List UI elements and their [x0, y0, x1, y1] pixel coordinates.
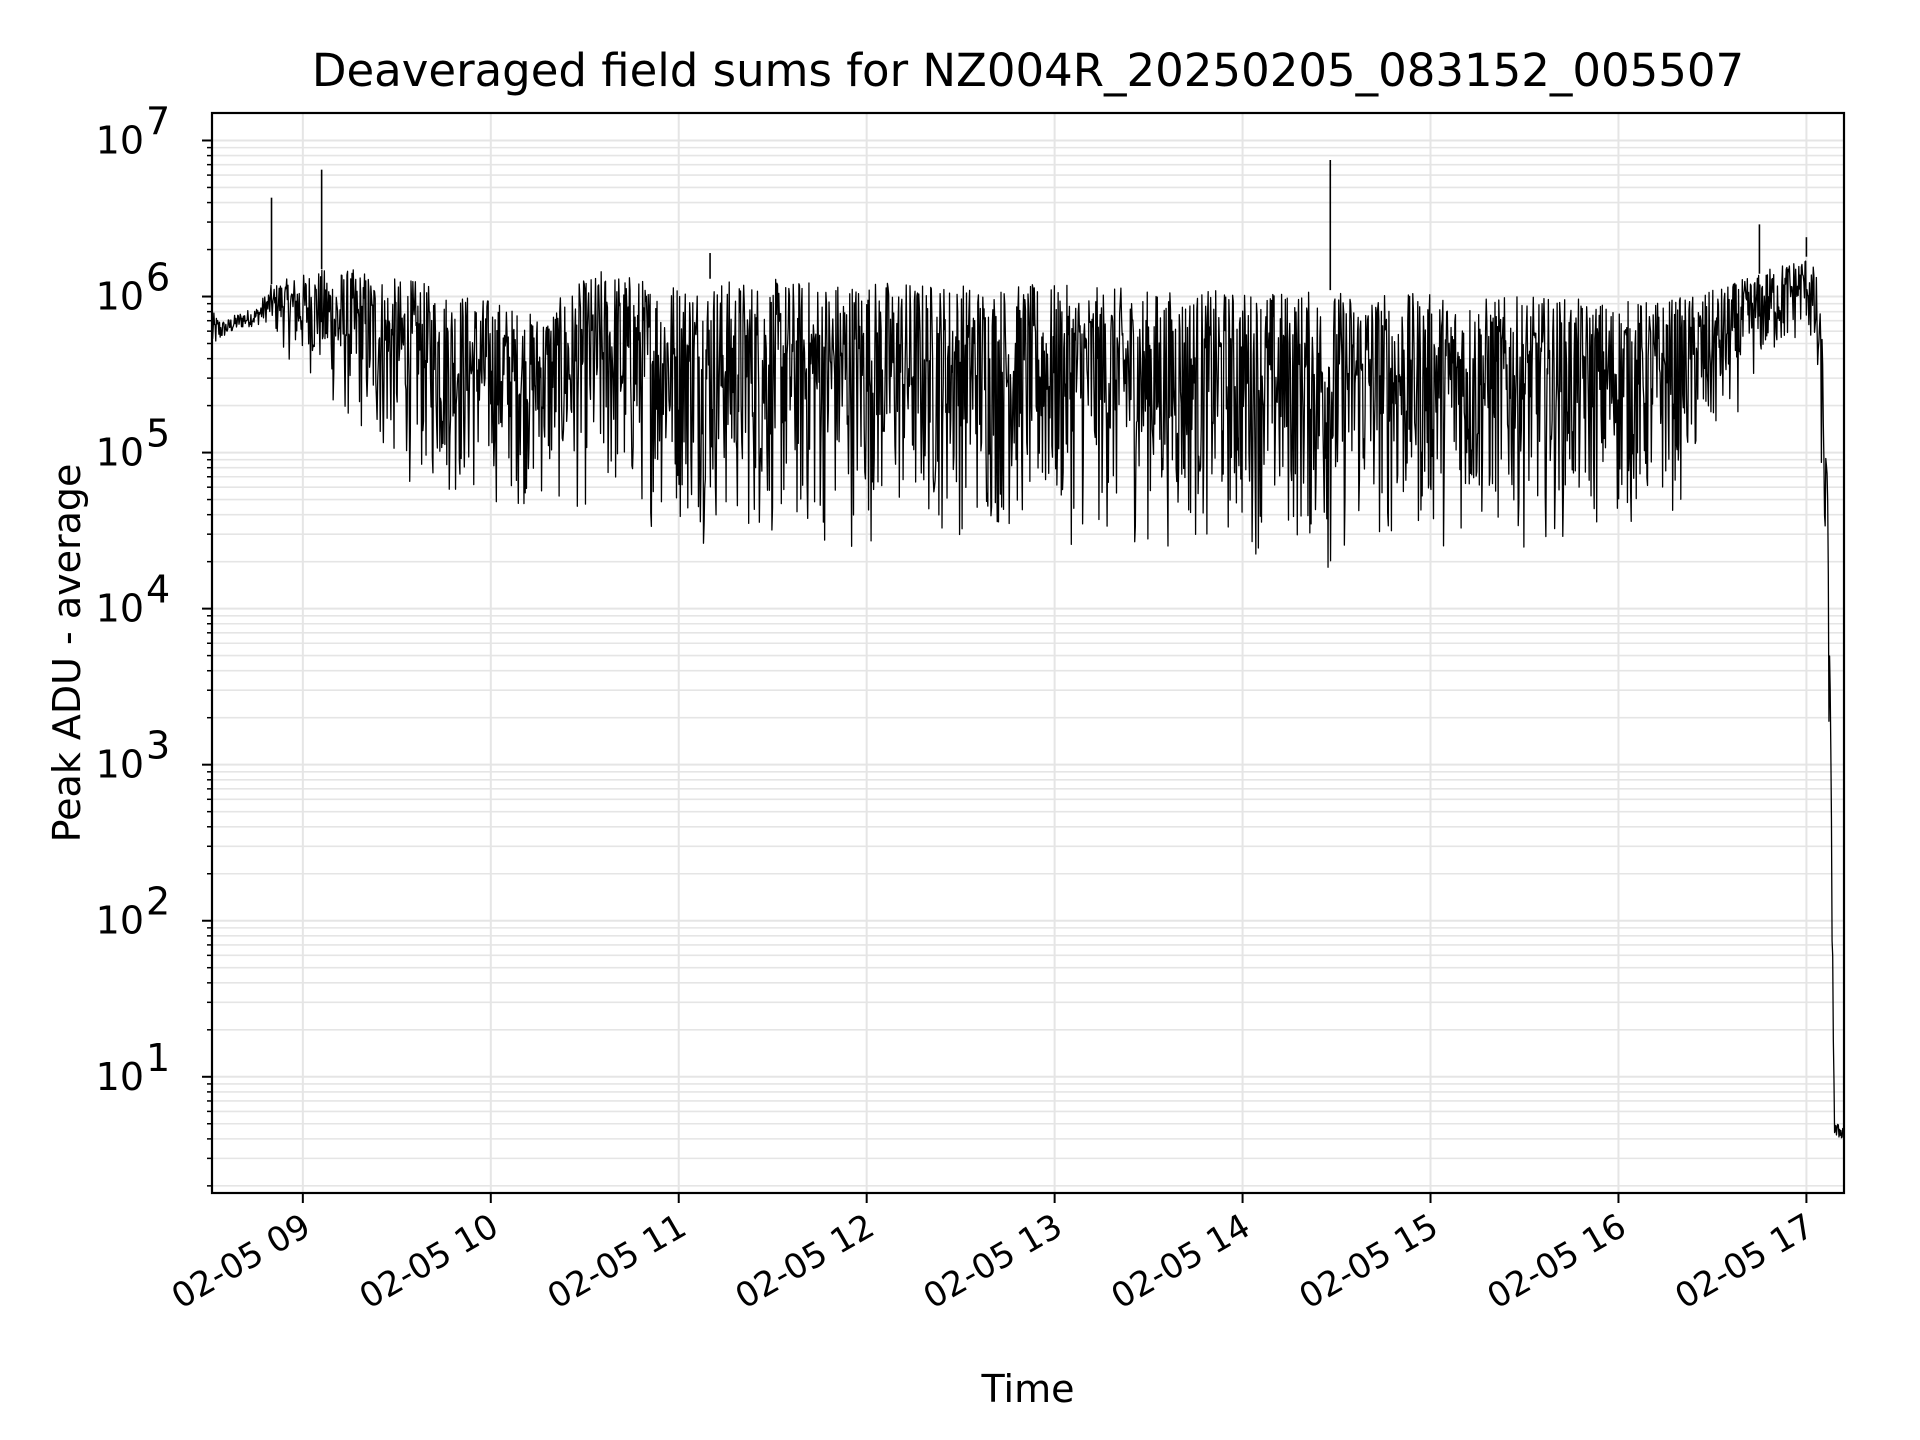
y-tick-label: 10 4	[96, 568, 171, 631]
y-tick-exponent: 5	[146, 412, 170, 456]
y-tick-base: 10	[96, 743, 144, 787]
y-tick-exponent: 4	[146, 568, 170, 612]
y-tick-label: 10 2	[96, 880, 171, 943]
y-tick-label: 10 7	[96, 99, 171, 162]
y-tick-base: 10	[96, 899, 144, 943]
plot-frame	[210, 111, 1846, 1195]
y-tick-base: 10	[96, 275, 144, 319]
y-tick-base: 10	[96, 1055, 144, 1099]
y-tick-base: 10	[96, 587, 144, 631]
y-tick-exponent: 6	[146, 256, 170, 300]
x-axis-label: Time	[981, 1367, 1075, 1411]
chart-title: Deaveraged field sums for NZ004R_2025020…	[312, 44, 1744, 97]
y-tick-exponent: 3	[146, 724, 170, 768]
plot-area	[212, 113, 1844, 1193]
y-tick-base: 10	[96, 118, 144, 162]
y-tick-exponent: 7	[146, 99, 170, 143]
y-tick-label: 10 6	[96, 256, 171, 319]
series-line	[211, 159, 1845, 1139]
grid	[212, 113, 1844, 1193]
y-tick-label: 10 3	[96, 724, 171, 787]
y-tick-base: 10	[96, 431, 144, 475]
series-trace	[211, 260, 1845, 1139]
y-tick-label: 10 5	[96, 412, 171, 475]
y-tick-exponent: 2	[146, 880, 170, 924]
y-tick-label: 10 1	[96, 1036, 171, 1099]
y-tick-exponent: 1	[146, 1036, 170, 1080]
y-axis-label: Peak ADU - average	[45, 464, 89, 843]
